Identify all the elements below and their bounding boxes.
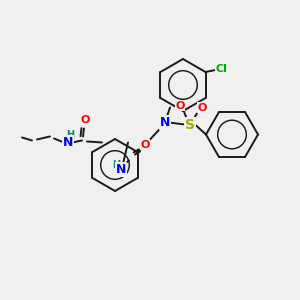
Text: O: O bbox=[140, 140, 150, 149]
Text: N: N bbox=[160, 116, 170, 129]
Text: O: O bbox=[80, 116, 90, 125]
Text: S: S bbox=[185, 118, 195, 131]
Text: O: O bbox=[175, 100, 185, 110]
Text: O: O bbox=[197, 103, 207, 112]
Text: H: H bbox=[112, 160, 120, 170]
Text: N: N bbox=[116, 163, 126, 176]
Text: N: N bbox=[63, 136, 73, 149]
Text: Cl: Cl bbox=[216, 64, 227, 74]
Text: H: H bbox=[66, 130, 74, 140]
